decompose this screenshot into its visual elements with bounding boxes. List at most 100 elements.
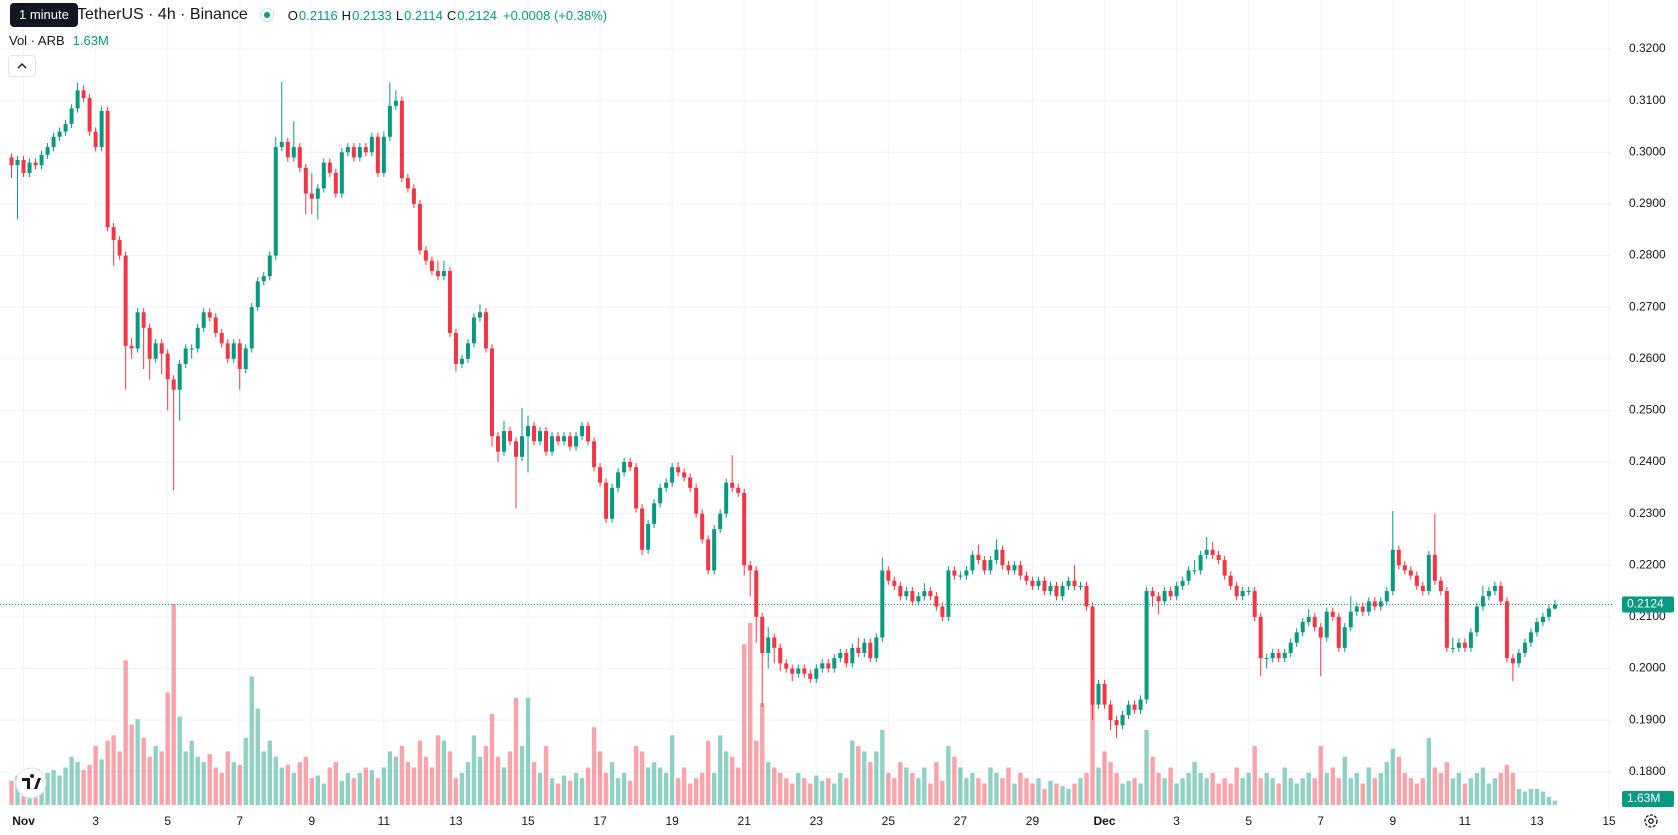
volume-bar: [81, 770, 86, 805]
volume-bar: [916, 778, 921, 805]
volume-bar: [772, 767, 777, 805]
volume-bar: [669, 735, 675, 805]
candle-body: [772, 637, 777, 648]
close-value: 0.2124: [457, 7, 498, 23]
volume-bar: [549, 778, 555, 805]
candle-body: [309, 193, 314, 199]
candle-body: [688, 477, 693, 488]
volume-bar: [621, 772, 627, 805]
candle-body: [255, 281, 260, 308]
volume-bar: [687, 783, 693, 805]
volume-bar: [958, 767, 963, 805]
candle-body: [1396, 549, 1401, 566]
candle-body: [183, 348, 188, 364]
volume-bar: [309, 778, 315, 805]
candle-body: [1180, 580, 1185, 586]
volume-bar: [1372, 778, 1377, 805]
candle-body: [1336, 616, 1341, 648]
volume-bar: [543, 746, 549, 805]
volume-bar: [1516, 788, 1522, 805]
x-tick-label: 9: [308, 814, 315, 828]
volume-bar: [1420, 778, 1426, 805]
volume-bar: [1198, 772, 1203, 805]
candle-body: [556, 436, 561, 442]
volume-bar: [868, 762, 873, 805]
candle-body: [1186, 570, 1191, 581]
candle-body: [321, 162, 326, 189]
market-status[interactable]: [259, 8, 274, 22]
candle-body: [1420, 585, 1425, 592]
candle-body: [135, 312, 140, 349]
y-tick-label: 0.3000: [1629, 144, 1666, 158]
volume-bar: [928, 783, 933, 805]
volume-bar: [405, 762, 411, 805]
volume-bar: [273, 756, 278, 805]
volume-legend: Vol · ARB 1.63M: [9, 33, 109, 48]
collapse-button[interactable]: [8, 55, 36, 77]
candle-body: [1078, 585, 1083, 587]
candle-body: [670, 467, 675, 483]
candle-body: [51, 136, 56, 148]
volume-bar: [435, 735, 441, 805]
candle-body: [195, 327, 200, 349]
volume-bar: [339, 780, 345, 805]
candle-body: [273, 147, 278, 256]
volume-bar: [411, 767, 417, 805]
candle-body: [1114, 720, 1119, 726]
x-tick-label: 25: [882, 814, 896, 828]
candle-body: [1330, 611, 1335, 617]
candle-body: [393, 100, 398, 106]
candle-body: [1438, 580, 1443, 592]
volume-bar: [1522, 791, 1528, 805]
volume-bar: [1282, 767, 1287, 805]
volume-bar: [1450, 778, 1456, 805]
candle-body: [1462, 642, 1467, 648]
settings-icon[interactable]: [1644, 814, 1658, 828]
volume-bar: [1492, 778, 1498, 805]
volume-bar: [844, 778, 849, 805]
candle-body: [766, 637, 771, 654]
candle-body: [1270, 653, 1275, 659]
volume-bar: [1264, 772, 1269, 805]
candle-body: [1456, 642, 1461, 648]
volume-bar: [69, 756, 74, 805]
open-label: O: [287, 7, 298, 23]
volume-bar: [243, 738, 248, 805]
volume-bar: [1462, 783, 1468, 805]
volume-bar: [519, 746, 525, 805]
volume-bar: [87, 764, 92, 805]
y-tick-label: 0.2300: [1629, 506, 1666, 520]
candle-body: [1096, 683, 1101, 705]
candle-body: [742, 492, 747, 566]
volume-bar: [1504, 764, 1510, 805]
volume-bar: [766, 762, 771, 805]
volume-bar: [507, 751, 513, 805]
candle-body: [27, 162, 32, 173]
x-tick-label: 15: [521, 814, 535, 828]
last-price-box: [1622, 596, 1674, 613]
candle-body: [796, 668, 801, 674]
candle-body: [580, 425, 585, 437]
candle-body: [886, 570, 891, 581]
volume-bar: [862, 751, 867, 805]
candle-body: [1018, 565, 1023, 576]
candle-body: [123, 255, 128, 346]
candle-body: [898, 585, 903, 597]
candle-body: [327, 162, 332, 173]
volume-bar: [1000, 778, 1005, 805]
volume-bar: [1138, 783, 1143, 805]
volume-bar: [363, 767, 369, 805]
candle-body: [982, 560, 987, 571]
candle-body: [513, 441, 518, 457]
volume-bar: [838, 772, 843, 805]
candle-body: [1246, 591, 1251, 593]
volume-bar: [754, 740, 759, 805]
volume-bar: [760, 703, 765, 805]
high-label: H: [341, 7, 352, 23]
volume-bar: [699, 772, 705, 805]
volume-bar: [327, 767, 333, 805]
last-price-label: 0.2124: [1627, 597, 1664, 611]
volume-bar: [357, 772, 363, 805]
volume-bar: [387, 751, 393, 805]
volume-bar: [1396, 756, 1402, 805]
